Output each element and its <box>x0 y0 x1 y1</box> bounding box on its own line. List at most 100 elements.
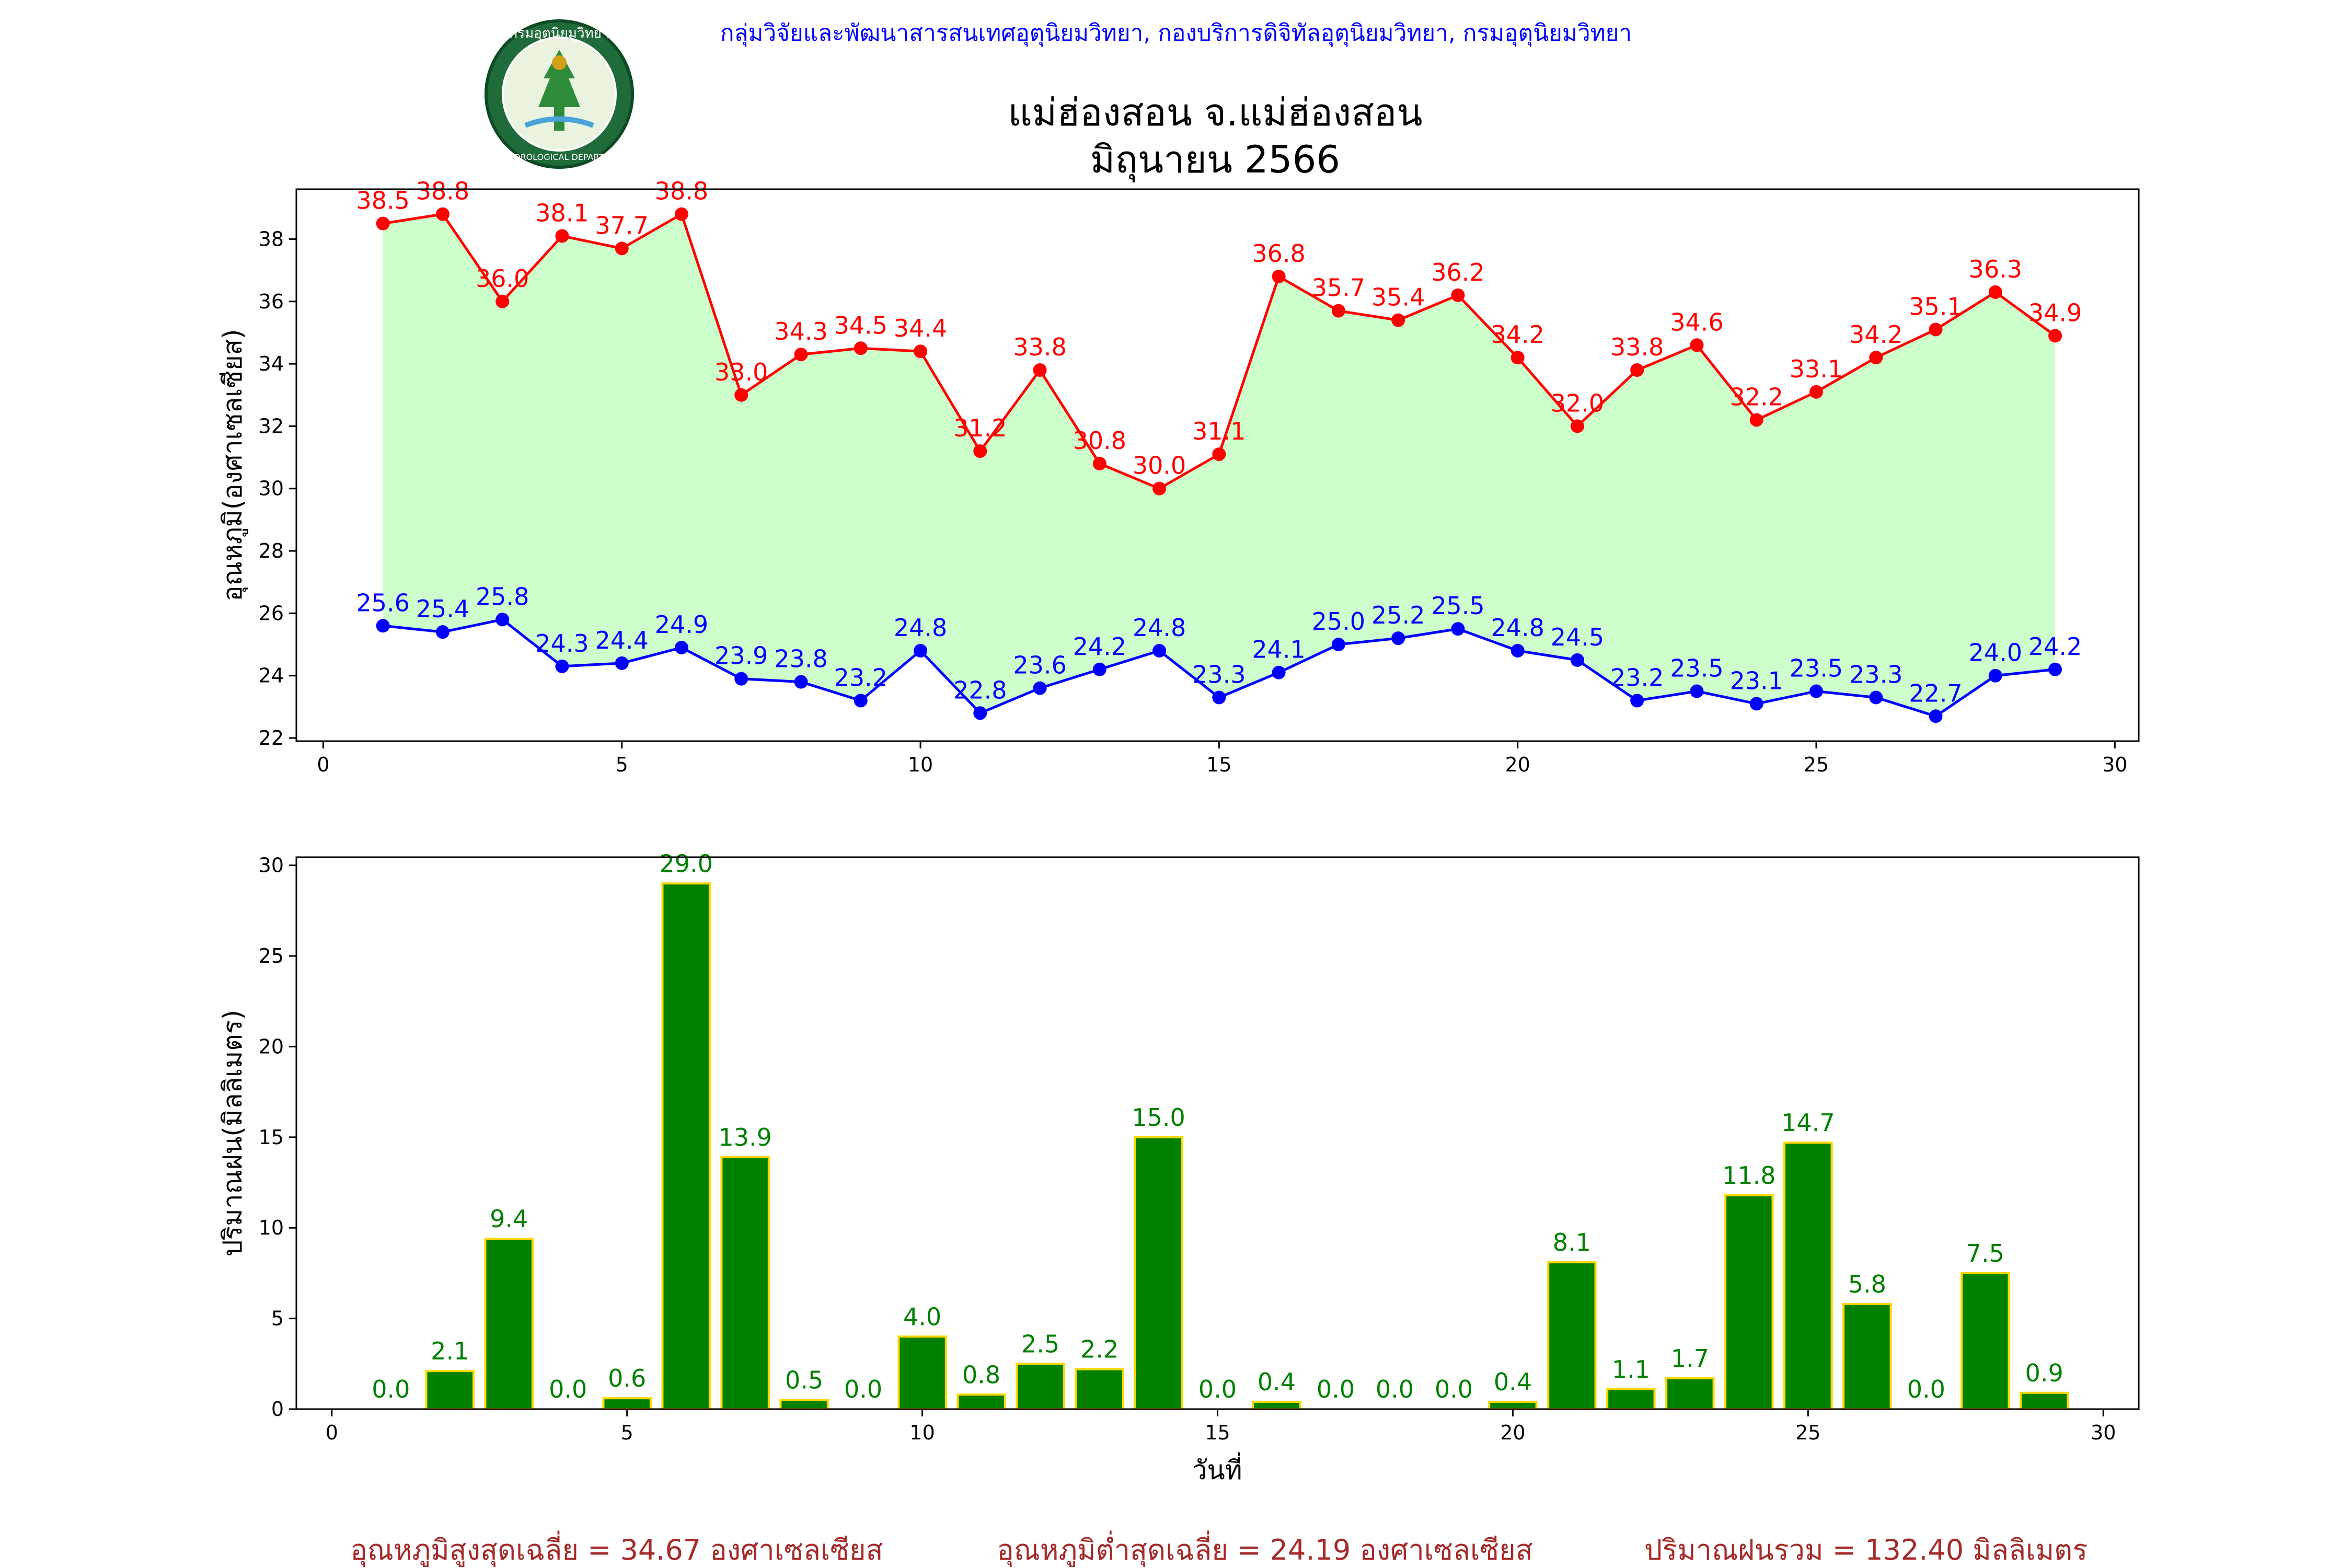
rain-data-label-day-7: 13.9 <box>718 1123 771 1151</box>
data-label-min-day-5: 24.4 <box>595 626 649 654</box>
temp-x-tick-label-25: 25 <box>1804 753 1829 776</box>
rainfall-x-axis-label: วันที่ <box>1192 1452 1242 1485</box>
rain-data-label-day-29: 0.9 <box>2025 1359 2063 1387</box>
point-max-day-9 <box>854 341 868 355</box>
data-label-min-day-21: 24.5 <box>1551 623 1604 651</box>
point-max-day-25 <box>1809 385 1823 399</box>
point-min-day-13 <box>1092 662 1106 676</box>
data-label-max-day-27: 35.1 <box>1909 292 1962 320</box>
rain-bar-day-8 <box>779 1399 829 1411</box>
data-label-min-day-12: 23.6 <box>1013 651 1066 679</box>
rain-y-tick-label-30: 30 <box>259 854 284 877</box>
data-label-max-day-13: 30.8 <box>1073 426 1126 455</box>
data-label-max-day-9: 34.5 <box>834 311 887 339</box>
rain-data-label-day-19: 0.0 <box>1435 1375 1473 1403</box>
point-max-day-17 <box>1331 304 1345 318</box>
rain-data-label-day-18: 0.0 <box>1376 1375 1414 1403</box>
data-label-max-day-7: 33.0 <box>714 358 768 386</box>
point-min-day-8 <box>794 675 808 689</box>
data-label-min-day-7: 23.9 <box>714 642 768 670</box>
data-label-min-day-20: 24.8 <box>1491 614 1544 642</box>
rain-bar-day-24 <box>1724 1194 1774 1410</box>
temp-x-tick-label-5: 5 <box>616 753 628 776</box>
rain-data-label-day-10: 4.0 <box>903 1302 941 1331</box>
data-label-min-day-27: 22.7 <box>1909 679 1962 707</box>
temperature-chart: 38.5 38.836.038.1 37.738.833.034.3 34.5 34.4… <box>217 177 2140 776</box>
data-label-min-day-8: 23.8 <box>774 645 827 673</box>
temp-y-tick-label-38: 38 <box>259 227 284 250</box>
rain-data-label-day-11: 0.8 <box>962 1361 1000 1389</box>
temperature-range-fill <box>383 214 2056 717</box>
data-label-min-day-16: 24.1 <box>1252 636 1305 664</box>
data-label-min-day-3: 25.8 <box>476 582 529 610</box>
rain-data-label-day-6: 29.0 <box>659 849 712 878</box>
data-label-min-day-1: 25.6 <box>356 589 409 617</box>
rain-x-tick-label-0: 0 <box>326 1421 338 1444</box>
data-label-min-day-13: 24.2 <box>1073 632 1126 661</box>
data-label-max-day-22: 33.8 <box>1610 333 1664 361</box>
point-max-day-14 <box>1152 481 1167 495</box>
rain-bar-day-29 <box>2020 1391 2069 1410</box>
summary-total-rain: ปริมาณฝนรวม = 132.40 มิลลิเมตร <box>1644 1534 2088 1566</box>
point-max-day-15 <box>1212 447 1226 462</box>
rain-data-label-day-4: 0.0 <box>549 1375 587 1403</box>
point-min-day-4 <box>555 659 569 673</box>
rain-data-label-day-5: 0.6 <box>608 1364 646 1392</box>
data-label-min-day-15: 23.3 <box>1192 660 1246 688</box>
data-label-min-day-4: 24.3 <box>535 629 589 658</box>
point-max-day-29 <box>2048 329 2062 343</box>
point-min-day-20 <box>1511 643 1525 658</box>
rain-data-label-day-21: 8.1 <box>1553 1228 1591 1256</box>
point-min-day-12 <box>1033 681 1047 695</box>
point-max-day-7 <box>734 388 748 402</box>
data-label-max-day-20: 34.2 <box>1491 320 1544 349</box>
point-min-day-1 <box>376 619 390 633</box>
rain-data-label-day-22: 1.1 <box>1612 1355 1650 1383</box>
data-label-max-day-14: 30.0 <box>1133 452 1186 480</box>
data-label-max-day-26: 34.2 <box>1849 320 1903 349</box>
point-min-day-9 <box>854 694 868 708</box>
rain-bar-day-26 <box>1842 1302 1892 1411</box>
rain-x-tick-label-25: 25 <box>1795 1421 1820 1444</box>
chart-title-line2: มิถุนายน 2566 <box>1090 137 1340 182</box>
data-label-max-day-23: 34.6 <box>1670 308 1723 336</box>
point-max-day-4 <box>555 229 569 243</box>
point-min-day-17 <box>1331 638 1345 652</box>
point-min-day-14 <box>1152 643 1167 658</box>
rainfall-y-axis-label: ปริมาณฝน(มิลลิเมตร) <box>217 1010 248 1256</box>
rain-bar-day-2 <box>425 1370 475 1410</box>
logo-text-bottom: METEOROLOGICAL DEPARTMENT <box>491 152 628 162</box>
data-label-max-day-3: 36.0 <box>476 264 529 293</box>
point-min-day-24 <box>1749 697 1763 711</box>
rain-bar-day-28 <box>1961 1272 2010 1410</box>
rain-bar-day-23 <box>1665 1377 1715 1411</box>
data-label-min-day-11: 22.8 <box>953 676 1007 704</box>
rain-x-tick-label-30: 30 <box>2091 1421 2116 1444</box>
rain-x-tick-label-20: 20 <box>1500 1421 1525 1444</box>
point-min-day-28 <box>1988 668 2002 683</box>
temp-y-tick-label-22: 22 <box>259 727 284 750</box>
point-max-day-20 <box>1511 351 1525 365</box>
rain-bar-day-16 <box>1252 1401 1301 1411</box>
rain-data-label-day-23: 1.7 <box>1671 1344 1709 1373</box>
data-label-min-day-29: 24.2 <box>2028 632 2082 661</box>
temp-y-tick-label-34: 34 <box>259 352 284 375</box>
temp-y-tick-label-30: 30 <box>259 477 284 500</box>
rain-bar-day-11 <box>956 1393 1006 1410</box>
data-label-max-day-16: 36.8 <box>1252 239 1305 268</box>
point-min-day-6 <box>674 641 688 655</box>
point-max-day-8 <box>794 348 808 362</box>
rain-bar-day-22 <box>1606 1388 1656 1411</box>
rain-data-label-day-8: 0.5 <box>785 1366 823 1394</box>
data-label-max-day-2: 38.8 <box>416 177 469 205</box>
data-label-max-day-29: 34.9 <box>2028 298 2082 327</box>
rain-x-tick-label-5: 5 <box>621 1421 633 1444</box>
rain-data-label-day-12: 2.5 <box>1021 1330 1059 1358</box>
point-min-day-15 <box>1212 690 1226 705</box>
point-max-day-27 <box>1929 322 1943 337</box>
rain-y-tick-label-10: 10 <box>259 1216 284 1239</box>
data-label-min-day-10: 24.8 <box>894 614 947 642</box>
rain-data-label-day-28: 7.5 <box>1966 1239 2004 1267</box>
data-label-max-day-10: 34.4 <box>894 314 947 342</box>
